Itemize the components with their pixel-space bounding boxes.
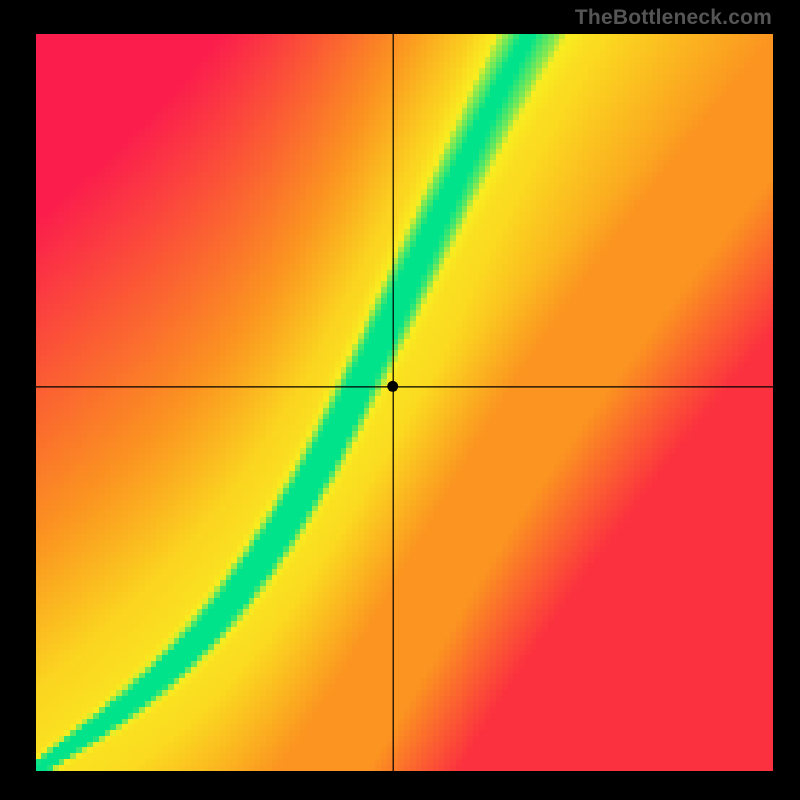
bottleneck-heatmap: [0, 0, 800, 800]
watermark-text: TheBottleneck.com: [575, 6, 772, 30]
